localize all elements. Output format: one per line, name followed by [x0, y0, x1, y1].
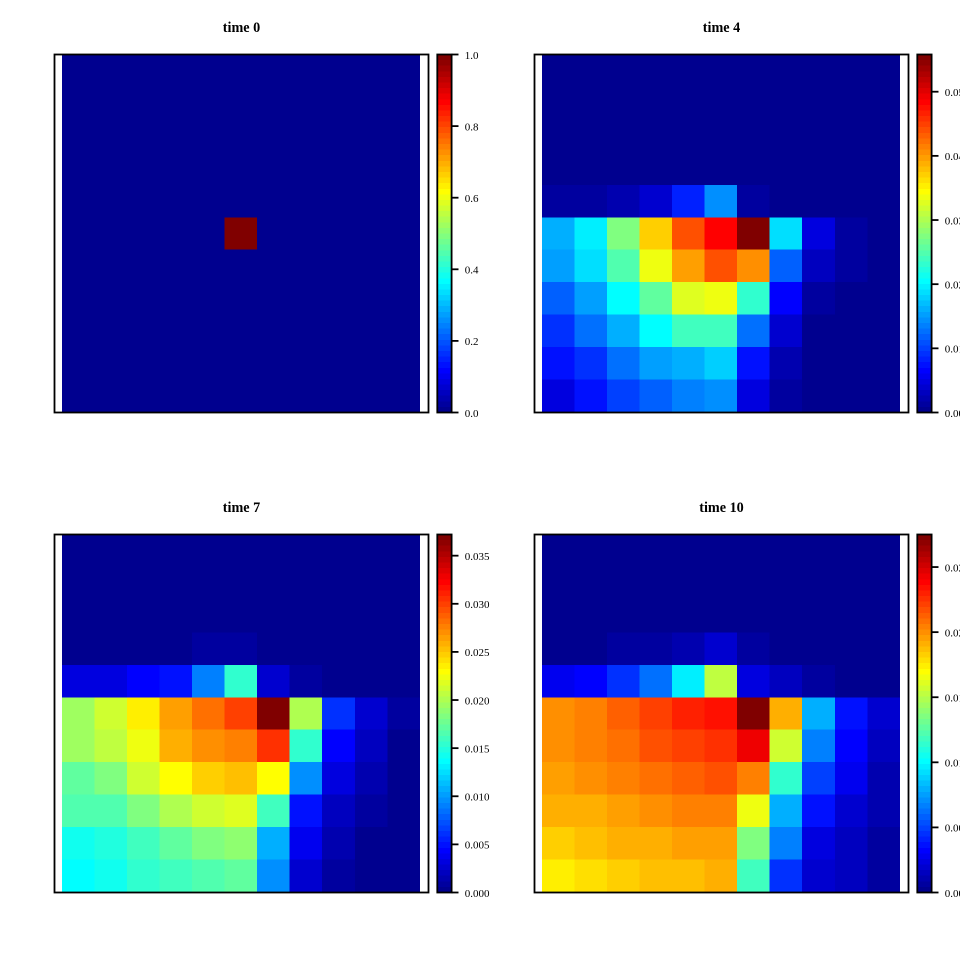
svg-text:0.020: 0.020: [945, 627, 960, 639]
svg-text:0.010: 0.010: [945, 758, 960, 770]
svg-text:0.025: 0.025: [945, 562, 960, 574]
svg-text:0.03: 0.03: [945, 215, 960, 227]
svg-text:0.020: 0.020: [465, 695, 490, 707]
svg-text:0.000: 0.000: [465, 888, 490, 900]
svg-text:time 0: time 0: [223, 20, 260, 36]
svg-text:0.000: 0.000: [945, 888, 960, 900]
svg-text:0.005: 0.005: [945, 823, 960, 835]
svg-text:0.005: 0.005: [465, 840, 490, 852]
svg-text:time 4: time 4: [703, 20, 740, 36]
svg-text:0.00: 0.00: [945, 408, 960, 420]
svg-text:0.04: 0.04: [945, 151, 960, 163]
svg-text:0.010: 0.010: [465, 792, 490, 804]
svg-text:0.4: 0.4: [465, 265, 479, 277]
svg-text:time 7: time 7: [223, 500, 260, 516]
svg-text:0.02: 0.02: [945, 279, 960, 291]
svg-text:0.01: 0.01: [945, 344, 960, 356]
svg-text:time 10: time 10: [699, 500, 744, 516]
svg-text:0.030: 0.030: [465, 599, 490, 611]
svg-text:0.2: 0.2: [465, 336, 479, 348]
svg-text:0.0: 0.0: [465, 408, 479, 420]
svg-text:0.8: 0.8: [465, 121, 479, 133]
svg-text:1.0: 1.0: [465, 50, 479, 62]
svg-text:0.025: 0.025: [465, 647, 490, 659]
svg-text:0.015: 0.015: [465, 743, 490, 755]
svg-text:0.015: 0.015: [945, 693, 960, 705]
svg-text:0.05: 0.05: [945, 87, 960, 99]
svg-text:0.035: 0.035: [465, 551, 490, 563]
svg-text:0.6: 0.6: [465, 193, 479, 205]
